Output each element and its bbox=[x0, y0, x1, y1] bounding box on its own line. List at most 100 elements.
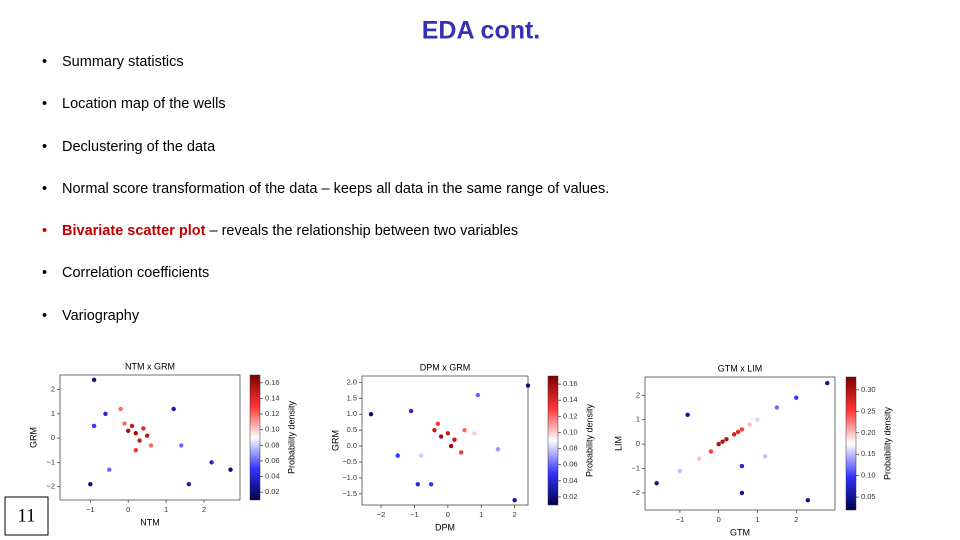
colorbar-tick-label: 0.10 bbox=[265, 425, 280, 434]
scatter-point bbox=[697, 456, 702, 461]
colorbar-tick-label: 0.15 bbox=[861, 449, 876, 458]
bullet-list: • Summary statistics • Location map of the … bbox=[42, 54, 609, 324]
x-axis-label: NTM bbox=[140, 517, 160, 527]
scatter-point bbox=[525, 383, 531, 388]
bullet-marker: • bbox=[42, 54, 47, 70]
scatter-point bbox=[685, 412, 690, 418]
scatter-point bbox=[739, 490, 745, 496]
colorbar bbox=[547, 375, 559, 506]
scatter-point bbox=[472, 431, 477, 436]
scatter-point bbox=[122, 421, 127, 426]
bullet-rest: – reveals the relationship between two v… bbox=[205, 223, 518, 239]
scatter-point bbox=[794, 395, 799, 400]
colorbar-tick-label: 0.16 bbox=[563, 379, 578, 388]
scatter-point bbox=[435, 421, 441, 426]
page-number: 11 bbox=[17, 505, 35, 526]
page-number-box bbox=[4, 496, 49, 536]
scatter-point bbox=[408, 408, 414, 414]
charts: NTM x GRM NTM GRM −1 0 1 2 2 1 0 −1 −2 0.16 0.14 0.12 0… bbox=[28, 361, 892, 537]
scatter-point bbox=[144, 433, 150, 438]
x-tick-label: −2 bbox=[377, 510, 386, 519]
scatter-point bbox=[825, 380, 830, 386]
x-tick-label: −1 bbox=[410, 510, 419, 519]
y-tick-label: 1 bbox=[51, 409, 55, 418]
bullet-emphasis: Bivariate scatter plot bbox=[62, 223, 206, 239]
scatter-chart: GTM x LIM GTM LIM −1 0 1 2 2 1 0 −1 −2 0.30 0.25 0.20 0… bbox=[613, 363, 892, 537]
bullet-text: Summary statistics bbox=[62, 54, 184, 70]
scatter-point bbox=[91, 377, 97, 383]
colorbar-tick-label: 0.12 bbox=[563, 411, 578, 420]
scatter-point bbox=[428, 482, 434, 487]
scatter-point bbox=[739, 427, 745, 432]
colorbar-tick-label: 0.20 bbox=[861, 428, 876, 437]
y-tick-label: −1.5 bbox=[342, 489, 357, 498]
y-tick-label: −1 bbox=[46, 457, 55, 466]
scatter-point bbox=[118, 406, 123, 412]
x-tick-label: 0 bbox=[126, 505, 130, 514]
scatter-point bbox=[735, 429, 741, 435]
colorbar bbox=[249, 374, 261, 501]
scatter-point bbox=[724, 437, 729, 442]
bullet-text: Correlation coefficients bbox=[62, 265, 209, 281]
scatter-point bbox=[107, 467, 112, 472]
scatter-point bbox=[452, 437, 457, 442]
colorbar-tick-label: 0.16 bbox=[265, 378, 280, 387]
y-tick-label: 0 bbox=[636, 439, 640, 448]
scatter-point bbox=[418, 453, 424, 458]
scatter-point bbox=[133, 448, 138, 453]
scatter-point bbox=[133, 431, 138, 436]
x-tick-label: 2 bbox=[513, 510, 517, 519]
bullet-marker: • bbox=[42, 96, 47, 112]
colorbar-tick-label: 0.06 bbox=[265, 456, 280, 465]
scatter-point bbox=[495, 447, 501, 452]
scatter-point bbox=[445, 431, 451, 436]
scatter-point bbox=[209, 460, 214, 465]
scatter-point bbox=[716, 441, 721, 447]
bullet-marker: • bbox=[42, 308, 47, 324]
bullet-marker: • bbox=[42, 223, 47, 239]
scatter-point bbox=[512, 498, 517, 503]
scatter-point bbox=[186, 482, 192, 487]
x-tick-label: 2 bbox=[202, 505, 206, 514]
x-axis-label: GTM bbox=[730, 527, 750, 537]
x-tick-label: 1 bbox=[755, 515, 759, 524]
y-tick-label: 2.0 bbox=[347, 377, 357, 386]
slide-title: EDA cont. bbox=[422, 17, 541, 45]
plot-frame bbox=[59, 374, 241, 501]
scatter-point bbox=[137, 438, 142, 443]
scatter-point bbox=[747, 422, 752, 427]
y-axis-label: LIM bbox=[613, 436, 623, 451]
scatter-point bbox=[141, 426, 146, 431]
y-tick-label: 1.5 bbox=[347, 393, 357, 402]
y-tick-label: −1 bbox=[631, 463, 640, 472]
scatter-point bbox=[448, 443, 454, 449]
scatter-point bbox=[462, 427, 467, 433]
x-tick-label: −1 bbox=[86, 505, 95, 514]
bullet-text: Location map of the wells bbox=[62, 96, 226, 112]
scatter-point bbox=[415, 482, 420, 487]
scatter-point bbox=[171, 406, 176, 412]
scatter-point bbox=[129, 423, 135, 429]
y-tick-label: −2 bbox=[631, 488, 640, 497]
scatter-point bbox=[432, 427, 437, 433]
colorbar-label: Probability density bbox=[882, 406, 892, 480]
colorbar-label: Probability density bbox=[286, 400, 296, 474]
colorbar-tick-label: 0.10 bbox=[861, 471, 876, 480]
colorbar bbox=[845, 376, 857, 511]
y-axis-label: GRM bbox=[330, 430, 340, 451]
y-tick-label: −0.5 bbox=[342, 457, 357, 466]
scatter-point bbox=[458, 450, 464, 455]
scatter-chart: DPM x GRM DPM GRM −2 −1 0 1 2 2.0 1.5 1.0 0.5 0.0 −0.… bbox=[330, 362, 594, 532]
scatter-point bbox=[126, 428, 131, 434]
colorbar-tick-label: 0.14 bbox=[563, 395, 578, 404]
colorbar-tick-label: 0.04 bbox=[563, 476, 578, 485]
scatter-point bbox=[368, 412, 374, 417]
bullet-marker: • bbox=[42, 139, 47, 155]
colorbar-tick-label: 0.12 bbox=[265, 409, 280, 418]
scatter-point bbox=[708, 449, 714, 454]
colorbar-tick-label: 0.02 bbox=[563, 492, 578, 501]
y-tick-label: 0.5 bbox=[347, 425, 357, 434]
colorbar-tick-label: 0.05 bbox=[861, 492, 876, 501]
scatter-point bbox=[103, 411, 108, 417]
